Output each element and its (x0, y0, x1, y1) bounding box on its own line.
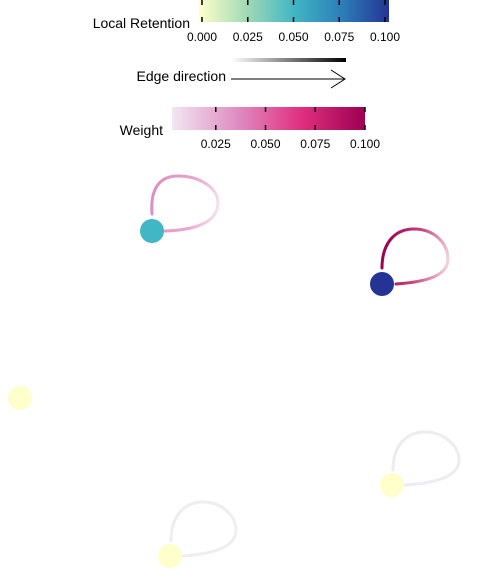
retention-tick-label: 0.025 (233, 30, 263, 44)
edge-direction-arrow-icon (330, 69, 346, 89)
graph-node (8, 386, 32, 410)
graph-edges (150, 174, 461, 558)
self-loop-edge-n1 (150, 174, 220, 233)
retention-tick-label: 0.075 (324, 30, 354, 44)
weight-tick-label: 0.050 (250, 137, 280, 151)
retention-tick-label: 0.000 (187, 30, 217, 44)
graph-node (370, 272, 394, 296)
weight-tick-label: 0.100 (350, 137, 380, 151)
legend-weight-title: Weight (120, 122, 163, 138)
legend-edge-title: Edge direction (136, 68, 226, 84)
graph-node (158, 544, 182, 568)
self-loop-edge-n5 (169, 500, 238, 558)
retention-colorbar (199, 0, 389, 22)
legend-local-retention: Local Retention 0.000 0.025 0.050 0.075 0.10… (93, 0, 400, 44)
graph-node (140, 219, 164, 243)
weight-tick-label: 0.025 (201, 137, 231, 151)
legend-retention-title: Local Retention (93, 15, 190, 31)
edge-direction-gradient (231, 58, 346, 62)
retention-tick-label: 0.050 (278, 30, 308, 44)
retention-ticks: 0.000 0.025 0.050 0.075 0.100 (187, 0, 400, 44)
legend-weight: Weight 0.025 0.050 0.075 0.100 (120, 107, 380, 151)
weight-ticks: 0.025 0.050 0.075 0.100 (201, 107, 380, 151)
retention-tick-label: 0.100 (370, 30, 400, 44)
graph-nodes (8, 219, 404, 568)
graph-node (380, 473, 404, 497)
self-loop-edge-n2 (380, 227, 450, 286)
self-loop-edge-n4 (391, 430, 461, 487)
weight-tick-label: 0.075 (300, 137, 330, 151)
legend-edge-direction: Edge direction (136, 58, 346, 89)
weight-colorbar (172, 107, 365, 130)
